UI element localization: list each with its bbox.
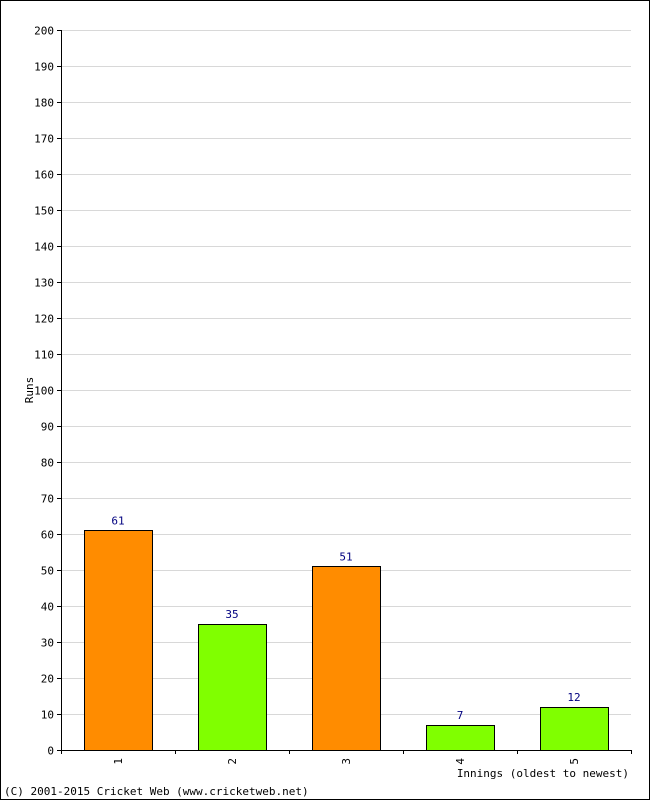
y-tick-label: 60 xyxy=(41,529,54,542)
y-axis-title: Runs xyxy=(23,377,36,404)
bar xyxy=(84,530,153,751)
y-tick-label: 30 xyxy=(41,637,54,650)
y-tick-label: 170 xyxy=(34,133,54,146)
x-tick-label: 3 xyxy=(340,758,353,765)
y-tick-label: 200 xyxy=(34,25,54,38)
x-tick-label: 2 xyxy=(226,758,239,765)
x-tick-label: 1 xyxy=(112,758,125,765)
y-tick-label: 120 xyxy=(34,313,54,326)
x-axis-title: Innings (oldest to newest) xyxy=(457,767,629,780)
bars: 61 35 51 7 12 xyxy=(84,514,609,751)
y-tick-label: 40 xyxy=(41,601,54,614)
y-axis-ticks: 0 10 20 30 40 50 60 70 80 90 100 110 120 130 140 150 160… xyxy=(34,25,61,758)
y-tick-label: 160 xyxy=(34,169,54,182)
y-tick-label: 130 xyxy=(34,277,54,290)
y-tick-label: 180 xyxy=(34,97,54,110)
y-tick-label: 20 xyxy=(41,673,54,686)
y-tick-label: 110 xyxy=(34,349,54,362)
y-tick-label: 90 xyxy=(41,421,54,434)
y-tick-label: 50 xyxy=(41,565,54,578)
y-tick-label: 70 xyxy=(41,493,54,506)
y-tick-label: 100 xyxy=(34,385,54,398)
bar xyxy=(540,707,609,751)
bar xyxy=(198,624,267,751)
bar-value-label: 35 xyxy=(225,608,238,621)
bar xyxy=(426,725,495,751)
copyright-notice: (C) 2001-2015 Cricket Web (www.cricketwe… xyxy=(4,785,309,798)
y-tick-label: 190 xyxy=(34,61,54,74)
x-axis-ticks: 1 2 3 4 5 xyxy=(61,750,632,765)
bar-value-label: 7 xyxy=(457,709,464,722)
y-tick-label: 80 xyxy=(41,457,54,470)
y-tick-label: 140 xyxy=(34,241,54,254)
bar xyxy=(312,566,381,751)
bar-value-label: 12 xyxy=(567,691,580,704)
y-tick-label: 10 xyxy=(41,709,54,722)
x-tick-label: 4 xyxy=(454,758,467,765)
y-tick-label: 150 xyxy=(34,205,54,218)
y-tick-label: 0 xyxy=(47,745,54,758)
x-tick-label: 5 xyxy=(568,758,581,765)
grid-lines xyxy=(61,30,631,715)
bar-value-label: 51 xyxy=(339,550,352,563)
bar-value-label: 61 xyxy=(111,514,124,527)
